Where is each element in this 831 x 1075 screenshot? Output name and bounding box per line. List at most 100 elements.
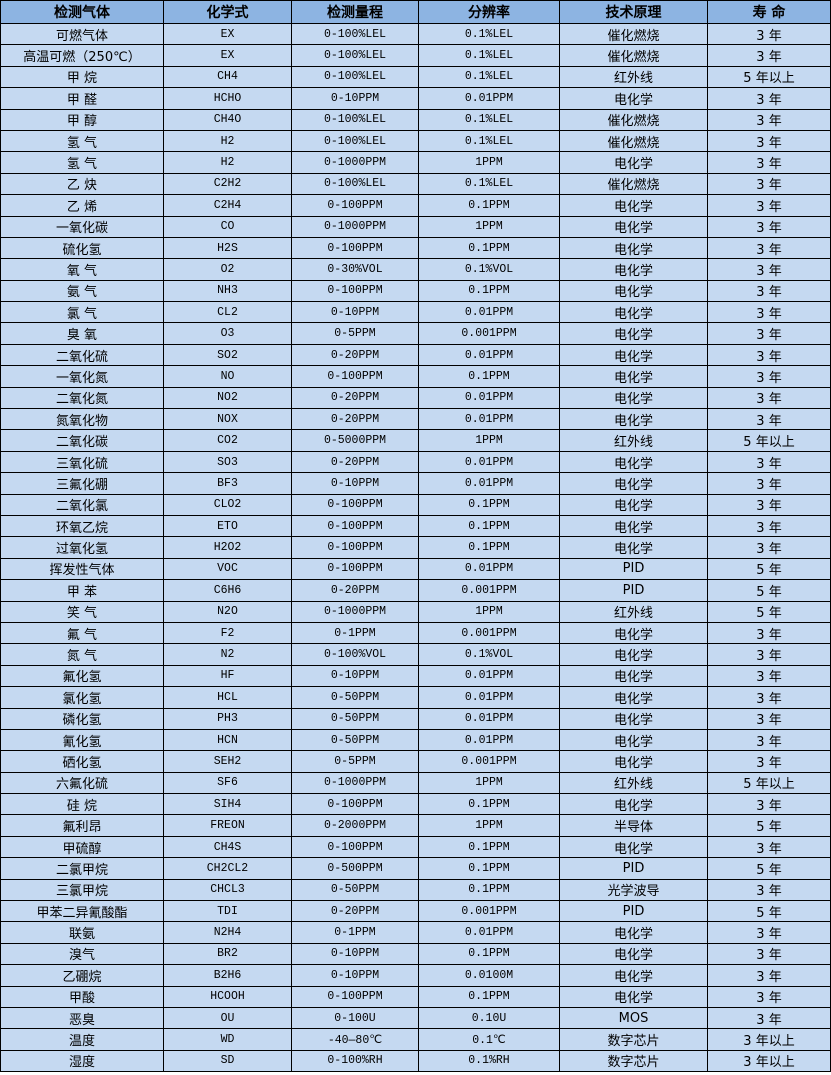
cell-resolution: 0.1PPM	[418, 279, 560, 303]
cell-principle: 电化学	[559, 215, 708, 238]
table-row: 二氯甲烷 CH2CL2 0-500PPM 0.1PPM PID 5 年	[0, 857, 831, 880]
cell-gas: 三氟化硼	[0, 472, 164, 495]
cell-principle: PID	[559, 900, 708, 923]
cell-gas: 氧 气	[0, 258, 164, 281]
cell-gas: 硅 烷	[0, 793, 164, 816]
cell-gas: 氢 气	[0, 151, 164, 174]
cell-lifespan: 3 年	[707, 408, 831, 431]
cell-principle: 电化学	[559, 514, 708, 538]
cell-formula: H2	[163, 151, 292, 174]
cell-formula: B2H6	[163, 964, 292, 987]
cell-range: 0-50PPM	[291, 686, 419, 709]
cell-principle: 红外线	[559, 771, 708, 795]
cell-resolution: 0.1PPM	[418, 493, 560, 516]
cell-lifespan: 3 年	[707, 215, 831, 238]
cell-resolution: 0.1%LEL	[418, 22, 560, 46]
cell-gas: 湿度	[0, 1049, 164, 1073]
table-row: 氢 气 H2 0-100%LEL 0.1%LEL 催化燃烧 3 年	[0, 129, 831, 153]
table-row: 二氧化硫 SO2 0-20PPM 0.01PPM 电化学 3 年	[0, 343, 831, 367]
cell-lifespan: 3 年	[707, 686, 831, 709]
cell-gas: 硒化氢	[0, 750, 164, 773]
cell-lifespan: 3 年	[707, 322, 831, 345]
cell-range: 0-20PPM	[291, 450, 419, 474]
cell-resolution: 1PPM	[418, 771, 560, 795]
cell-gas: 磷化氢	[0, 707, 164, 730]
cell-resolution: 0.1PPM	[418, 835, 560, 859]
cell-resolution: 0.01PPM	[418, 450, 560, 474]
cell-gas: 氯 气	[0, 301, 164, 324]
cell-gas: 挥发性气体	[0, 557, 164, 581]
cell-lifespan: 3 年	[707, 1006, 831, 1030]
table-row: 三氯甲烷 CHCL3 0-50PPM 0.1PPM 光学波导 3 年	[0, 878, 831, 902]
header-row: 检测气体 化学式 检测量程 分辨率 技术原理 寿 命	[0, 0, 831, 24]
cell-formula: BR2	[163, 942, 292, 966]
cell-lifespan: 5 年	[707, 857, 831, 880]
cell-resolution: 0.1PPM	[418, 536, 560, 559]
cell-lifespan: 3 年	[707, 536, 831, 559]
cell-lifespan: 3 年	[707, 728, 831, 752]
cell-resolution: 0.01PPM	[418, 386, 560, 410]
cell-range: 0-100U	[291, 1006, 419, 1030]
table-row: 六氟化硫 SF6 0-1000PPM 1PPM 红外线 5 年以上	[0, 771, 831, 795]
cell-formula: C2H4	[163, 194, 292, 217]
cell-lifespan: 5 年以上	[707, 65, 831, 89]
cell-resolution: 0.1PPM	[418, 942, 560, 966]
cell-resolution: 0.01PPM	[418, 557, 560, 581]
cell-range: 0-500PPM	[291, 857, 419, 880]
cell-formula: CLO2	[163, 493, 292, 516]
cell-principle: 电化学	[559, 664, 708, 688]
cell-range: 0-1PPM	[291, 921, 419, 944]
cell-formula: CH2CL2	[163, 857, 292, 880]
cell-lifespan: 3 年	[707, 129, 831, 153]
cell-resolution: 0.1PPM	[418, 236, 560, 260]
cell-principle: 电化学	[559, 621, 708, 645]
cell-resolution: 0.1PPM	[418, 514, 560, 538]
cell-resolution: 0.01PPM	[418, 728, 560, 752]
cell-principle: 电化学	[559, 450, 708, 474]
cell-principle: 电化学	[559, 472, 708, 495]
cell-formula: C6H6	[163, 579, 292, 602]
cell-gas: 甲 醇	[0, 108, 164, 131]
cell-gas: 二氧化碳	[0, 429, 164, 452]
cell-range: 0-100PPM	[291, 194, 419, 217]
cell-lifespan: 5 年	[707, 579, 831, 602]
table-row: 氨 气 NH3 0-100PPM 0.1PPM 电化学 3 年	[0, 279, 831, 303]
cell-range: 0-100%VOL	[291, 643, 419, 666]
cell-formula: OU	[163, 1006, 292, 1030]
cell-gas: 可燃气体	[0, 22, 164, 46]
cell-range: 0-100%LEL	[291, 172, 419, 196]
table-row: 温度 WD -40—80℃ 0.1℃ 数字芯片 3 年以上	[0, 1028, 831, 1051]
cell-formula: SIH4	[163, 793, 292, 816]
cell-lifespan: 3 年	[707, 44, 831, 67]
cell-lifespan: 3 年	[707, 664, 831, 688]
cell-lifespan: 3 年	[707, 151, 831, 174]
cell-range: 0-100%LEL	[291, 22, 419, 46]
cell-range: 0-50PPM	[291, 878, 419, 902]
cell-gas: 六氟化硫	[0, 771, 164, 795]
table-row: 磷化氢 PH3 0-50PPM 0.01PPM 电化学 3 年	[0, 707, 831, 730]
table-row: 甲 烷 CH4 0-100%LEL 0.1%LEL 红外线 5 年以上	[0, 65, 831, 89]
cell-principle: 电化学	[559, 151, 708, 174]
cell-range: 0-100%LEL	[291, 108, 419, 131]
cell-resolution: 0.1%LEL	[418, 44, 560, 67]
table-row: 三氧化硫 SO3 0-20PPM 0.01PPM 电化学 3 年	[0, 450, 831, 474]
cell-gas: 氮 气	[0, 643, 164, 666]
cell-gas: 氟化氢	[0, 664, 164, 688]
table-row: 湿度 SD 0-100%RH 0.1%RH 数字芯片 3 年以上	[0, 1049, 831, 1073]
cell-formula: N2O	[163, 600, 292, 623]
cell-principle: 电化学	[559, 194, 708, 217]
cell-gas: 乙 烯	[0, 194, 164, 217]
cell-resolution: 1PPM	[418, 215, 560, 238]
cell-gas: 联氨	[0, 921, 164, 944]
cell-principle: 催化燃烧	[559, 172, 708, 196]
cell-lifespan: 3 年	[707, 258, 831, 281]
table-row: 甲 苯 C6H6 0-20PPM 0.001PPM PID 5 年	[0, 579, 831, 602]
cell-range: 0-1000PPM	[291, 771, 419, 795]
cell-formula: O3	[163, 322, 292, 345]
cell-formula: SO3	[163, 450, 292, 474]
header-lifespan: 寿 命	[707, 0, 831, 24]
table-row: 臭 氧 O3 0-5PPM 0.001PPM 电化学 3 年	[0, 322, 831, 345]
cell-principle: 电化学	[559, 301, 708, 324]
cell-resolution: 0.1%RH	[418, 1049, 560, 1073]
